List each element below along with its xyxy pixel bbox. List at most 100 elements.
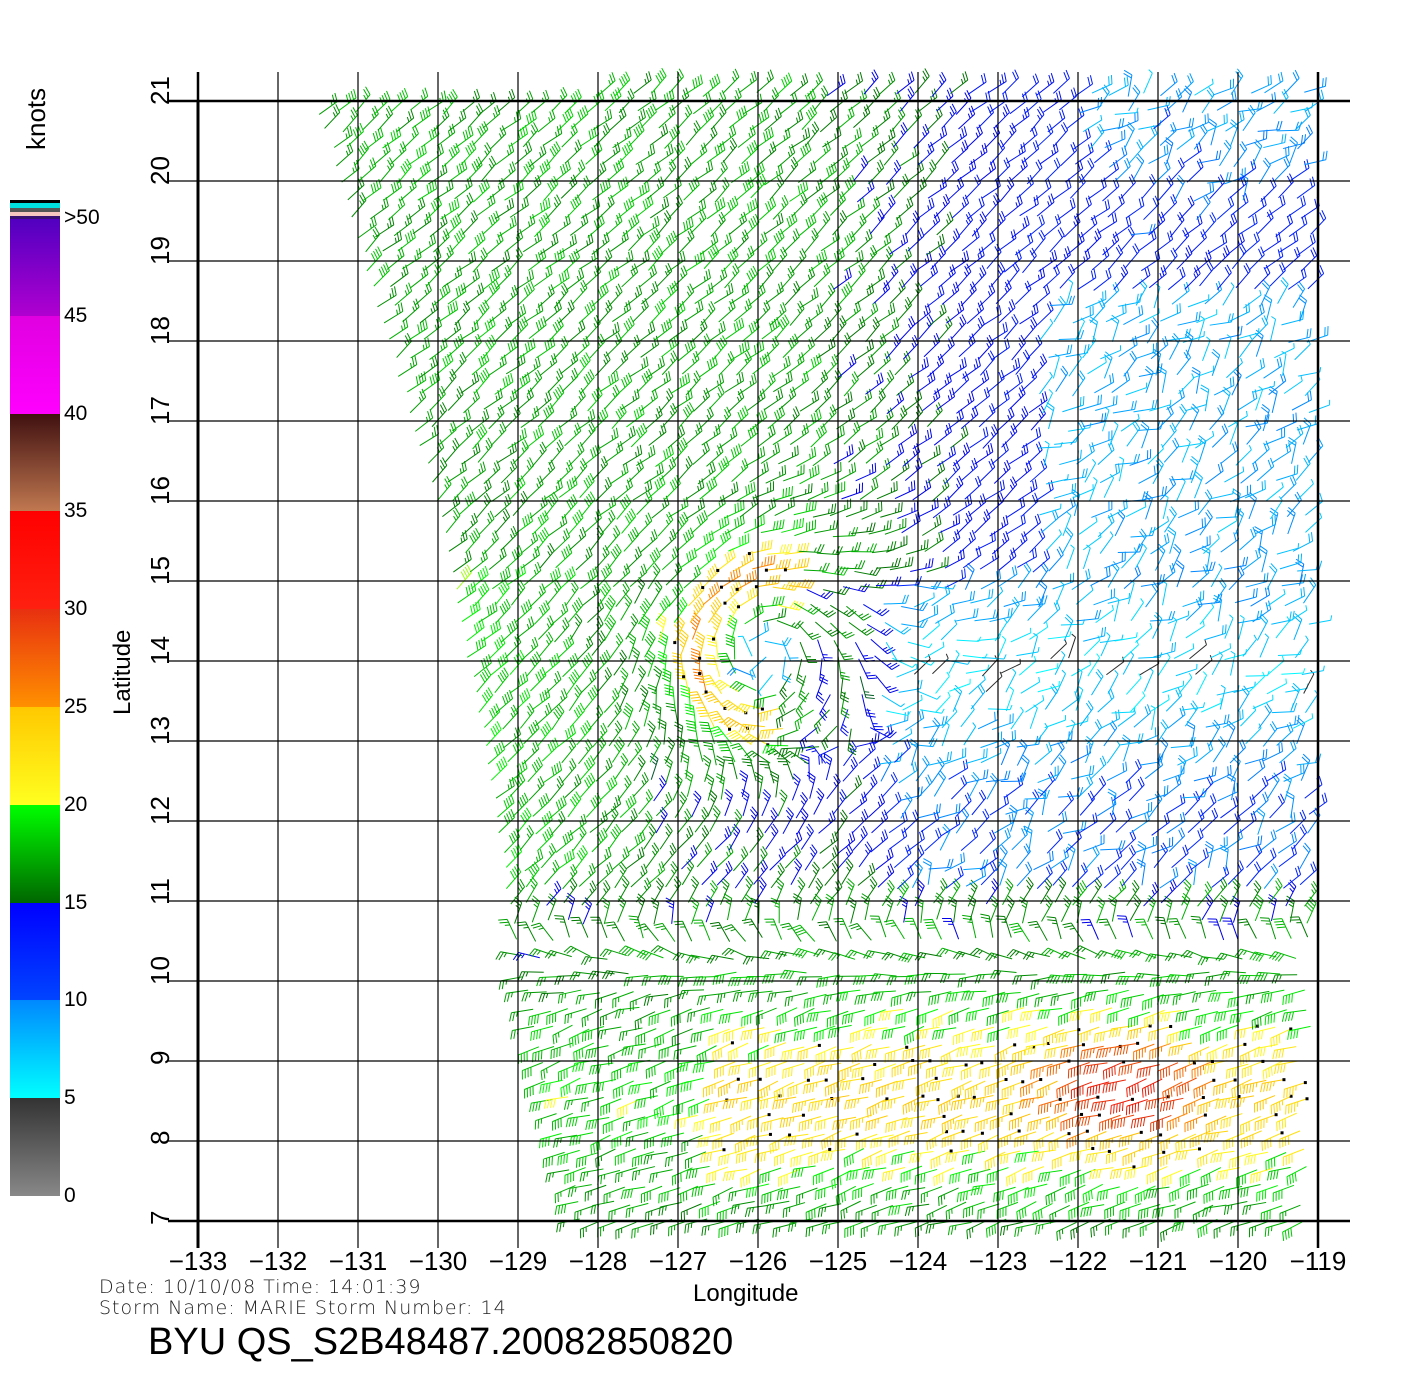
barb-feather [922,953,927,959]
barb-feather [1022,1099,1025,1109]
barb-staff [657,945,678,957]
rain-flag-marker [942,1114,946,1118]
rain-flag-marker [1039,1078,1043,1082]
barb-feather [725,868,729,874]
wind-barb [1193,1078,1216,1099]
barb-staff [693,1183,716,1189]
barb-staff [702,1221,725,1228]
barb-feather [1108,894,1117,901]
barb-feather [700,1138,703,1148]
barb-feather [544,1137,547,1147]
barb-feather [970,991,975,1001]
barb-feather [1064,1032,1067,1042]
barb-feather [755,992,758,998]
barb-feather [1185,1030,1187,1040]
wind-barb [1067,1062,1090,1079]
barb-staff [1023,1166,1044,1175]
barb-staff [1071,993,1093,1002]
wind-barb [966,1220,987,1240]
barb-feather [1230,1099,1233,1109]
barb-staff [539,922,554,941]
wind-barb [953,950,981,960]
wind-barb [1143,881,1160,907]
barb-feather [664,1157,667,1168]
barb-feather [695,1063,699,1073]
wind-barb [1118,1130,1143,1148]
wind-barb [569,1132,594,1146]
wind-barb [1150,1114,1172,1133]
barb-feather [545,1173,548,1183]
barb-staff [1255,1114,1277,1123]
barb-feather [1103,974,1107,984]
wind-barb [1134,1185,1156,1204]
barb-feather [936,947,943,956]
wind-barb [701,1221,725,1236]
barb-feather [529,1103,532,1113]
rain-flag-marker [767,1113,771,1117]
barb-staff [916,1008,938,1017]
barb-staff [783,1202,806,1210]
barb-feather [1177,1045,1180,1055]
wind-barb [1037,1007,1063,1020]
barb-feather [1142,1067,1145,1078]
barb-feather [585,905,590,910]
barb-feather [920,1173,923,1183]
wind-barb [1032,1203,1053,1223]
barb-feather [846,1171,849,1181]
barb-feather [749,1029,753,1039]
barb-staff [703,1079,725,1089]
barb-feather [585,1050,588,1060]
barb-feather [572,972,578,981]
barb-feather [571,877,578,886]
barb-feather [962,1191,965,1201]
barb-feather [598,1140,601,1150]
barb-staff [720,884,730,905]
barb-feather [659,1107,662,1117]
barb-feather [1184,887,1189,892]
barb-feather [978,950,983,955]
barb-feather [838,1097,841,1103]
barb-feather [1136,1118,1140,1128]
rain-flag-marker [1289,1027,1293,1031]
barb-staff [623,1043,646,1048]
barb-staff [942,1130,964,1140]
barb-feather [814,902,820,907]
barb-feather [1245,975,1251,985]
barb-feather [968,1012,971,1022]
barb-feather [581,1084,584,1094]
barb-feather [1146,1208,1149,1218]
barb-feather [581,1018,584,1028]
barb-feather [874,1119,876,1129]
barb-feather [635,1062,639,1072]
barb-feather [1257,1030,1261,1040]
wind-barb [722,1168,748,1182]
barb-feather [1175,1013,1178,1023]
wind-barb [599,948,627,958]
barb-feather [731,1099,735,1109]
barb-staff [1157,1134,1179,1145]
barb-feather [763,1099,766,1109]
barb-feather [1001,993,1006,1003]
barb-feather [1274,974,1279,984]
barb-feather [1205,957,1209,963]
barb-feather [996,1192,998,1202]
barb-staff [944,1064,967,1069]
barb-feather [1229,1014,1233,1024]
barb-feather [746,1137,750,1147]
wind-barb [851,1062,877,1079]
barb-feather [1130,1119,1134,1129]
barb-feather [1089,1086,1092,1096]
barb-staff [1282,1221,1303,1233]
barb-feather [1291,1011,1295,1021]
barb-feather [841,1119,844,1129]
barb-feather [675,1085,677,1095]
barb-feather [1005,1105,1008,1115]
barb-staff [760,1167,782,1176]
barb-feather [1268,1068,1270,1078]
barb-feather [1273,1013,1276,1023]
barb-feather [917,887,923,892]
barb-feather [926,1141,929,1151]
barb-feather [623,977,627,987]
barb-feather [1040,996,1043,1003]
barb-feather [886,882,894,891]
